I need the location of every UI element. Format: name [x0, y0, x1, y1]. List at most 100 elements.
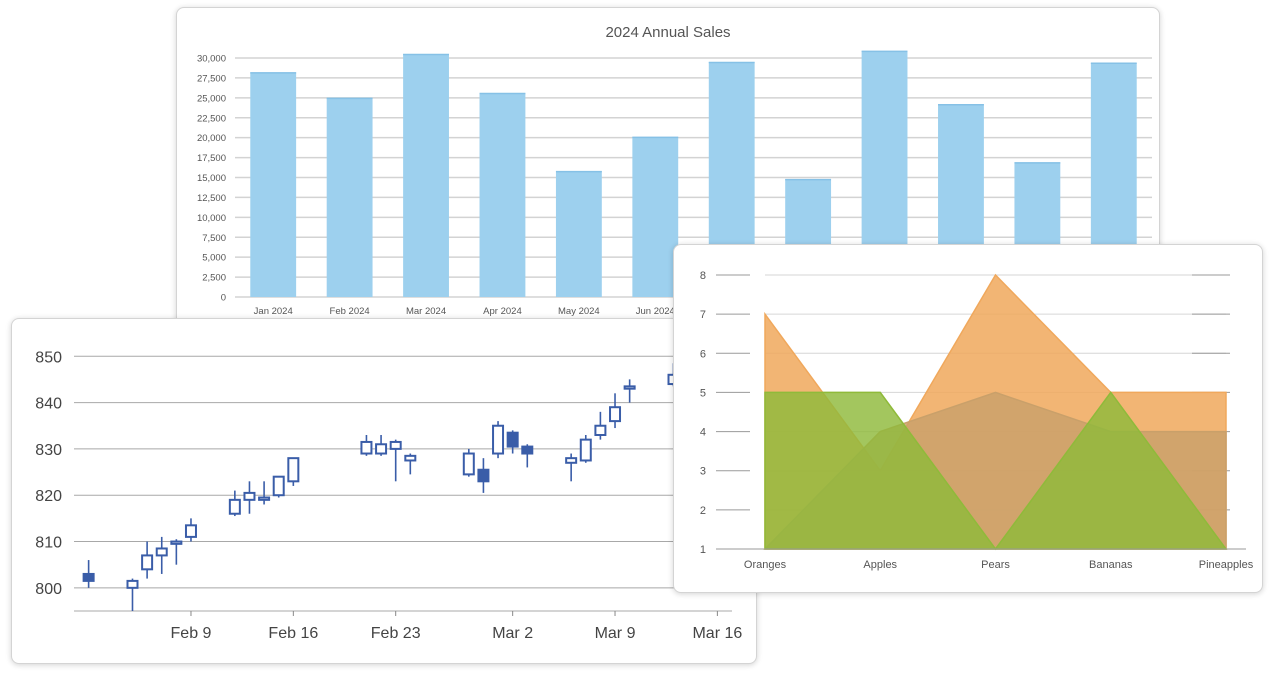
candle [389, 439, 402, 482]
y-tick-label: 1 [700, 544, 706, 556]
bar [403, 54, 449, 298]
y-tick-label: 850 [35, 349, 62, 366]
candle [477, 458, 490, 493]
x-tick-label: May 2024 [558, 306, 600, 317]
candle-body [258, 496, 271, 501]
y-tick-label: 12,500 [197, 193, 226, 204]
candle [228, 490, 241, 517]
candle [462, 448, 475, 477]
candle-body [579, 438, 592, 462]
x-tick-label: Apples [863, 559, 897, 571]
x-tick-label: Mar 16 [692, 625, 742, 642]
candle [375, 435, 388, 456]
candle-body [492, 424, 505, 455]
x-tick-label: Pineapples [1199, 559, 1254, 571]
y-tick-label: 800 [35, 581, 62, 598]
candle-body [375, 443, 388, 455]
y-tick-label: 27,500 [197, 73, 226, 84]
x-tick-label: Bananas [1089, 559, 1133, 571]
y-tick-label: 4 [700, 427, 706, 439]
candle-body [170, 540, 183, 545]
y-tick-label: 2,500 [202, 273, 226, 284]
y-tick-label: 30,000 [197, 54, 226, 65]
candle-body [360, 440, 373, 455]
candle [287, 457, 300, 486]
x-tick-label: Mar 2024 [406, 306, 446, 317]
bar [326, 97, 373, 297]
candle [272, 475, 285, 498]
candle-body [272, 475, 285, 497]
candle-body [594, 424, 607, 436]
candle-body [141, 554, 154, 571]
candle-body [287, 457, 300, 483]
candle [155, 536, 168, 574]
candle-body [404, 454, 417, 462]
candle [258, 481, 271, 505]
y-tick-label: 6 [700, 348, 706, 360]
y-tick-label: 17,500 [197, 153, 226, 164]
y-tick-label: 7 [700, 309, 706, 321]
candle-body [609, 406, 622, 423]
bar [632, 136, 679, 297]
x-tick-label: Mar 9 [595, 625, 636, 642]
candle-body [82, 572, 95, 582]
candle-body [521, 445, 534, 455]
candle [243, 481, 256, 514]
candle [609, 393, 622, 429]
candle [404, 453, 417, 475]
y-tick-label: 2 [700, 505, 706, 517]
candle [82, 560, 95, 588]
candle [565, 453, 578, 482]
y-tick-label: 5 [700, 387, 706, 399]
y-tick-label: 15,000 [197, 173, 226, 184]
candle-body [228, 498, 241, 515]
candle-body [184, 524, 197, 538]
y-tick-label: 820 [35, 488, 62, 505]
y-tick-label: 7,500 [202, 233, 226, 244]
candle-body [243, 491, 256, 501]
x-tick-label: Feb 23 [371, 625, 421, 642]
x-tick-label: Pears [981, 559, 1010, 571]
candle [360, 435, 373, 456]
x-tick-label: Feb 2024 [330, 306, 370, 317]
candle [521, 444, 534, 468]
fruit-area-chart: 1 2 3 4 5 6 7 8 Oranges Apples Pears Bananas Pineapp… [673, 244, 1263, 593]
y-tick-label: 20,000 [197, 133, 226, 144]
candle [492, 421, 505, 459]
y-tick-label: 5,000 [202, 253, 226, 264]
chart-title: 2024 Annual Sales [605, 24, 731, 41]
area-chart-plot: 1 2 3 4 5 6 7 8 Oranges Apples Pears Bananas Pineapp… [700, 270, 1254, 571]
candle [594, 411, 607, 440]
candlestick-chart-plot: 800 810 820 830 840 850 Feb 9 Feb 16 Feb 23 Mar 2… [35, 349, 742, 642]
candle [579, 435, 592, 463]
candle [184, 518, 197, 542]
candle [141, 541, 154, 579]
y-tick-label: 3 [700, 466, 706, 478]
candle-body [565, 457, 578, 464]
y-tick-label: 10,000 [197, 213, 226, 224]
candle-body [623, 385, 636, 390]
y-tick-label: 840 [35, 396, 62, 413]
bar [250, 72, 297, 297]
candle [170, 539, 183, 565]
x-tick-label: Apr 2024 [483, 306, 522, 317]
candle [623, 379, 636, 403]
x-tick-label: Feb 9 [171, 625, 212, 642]
candle-body [155, 547, 168, 557]
bar [555, 171, 602, 297]
candle-body [477, 468, 490, 483]
candle [506, 430, 519, 454]
y-tick-label: 8 [700, 270, 706, 282]
x-tick-label: Feb 16 [268, 625, 318, 642]
y-tick-label: 830 [35, 442, 62, 459]
y-tick-label: 25,000 [197, 93, 226, 104]
y-tick-label: 810 [35, 535, 62, 552]
candle-body [389, 440, 402, 450]
candle-body [126, 579, 139, 589]
annual-sales-chart: 2024 Annual Sales 0 2,500 5,000 7,500 10,000… [176, 7, 1160, 339]
x-tick-label: Mar 2 [492, 625, 533, 642]
y-tick-label: 22,500 [197, 113, 226, 124]
candle-body [506, 431, 519, 448]
y-tick-label: 0 [221, 293, 226, 304]
candlestick-chart: 800 810 820 830 840 850 Feb 9 Feb 16 Feb 23 Mar 2… [11, 318, 757, 664]
